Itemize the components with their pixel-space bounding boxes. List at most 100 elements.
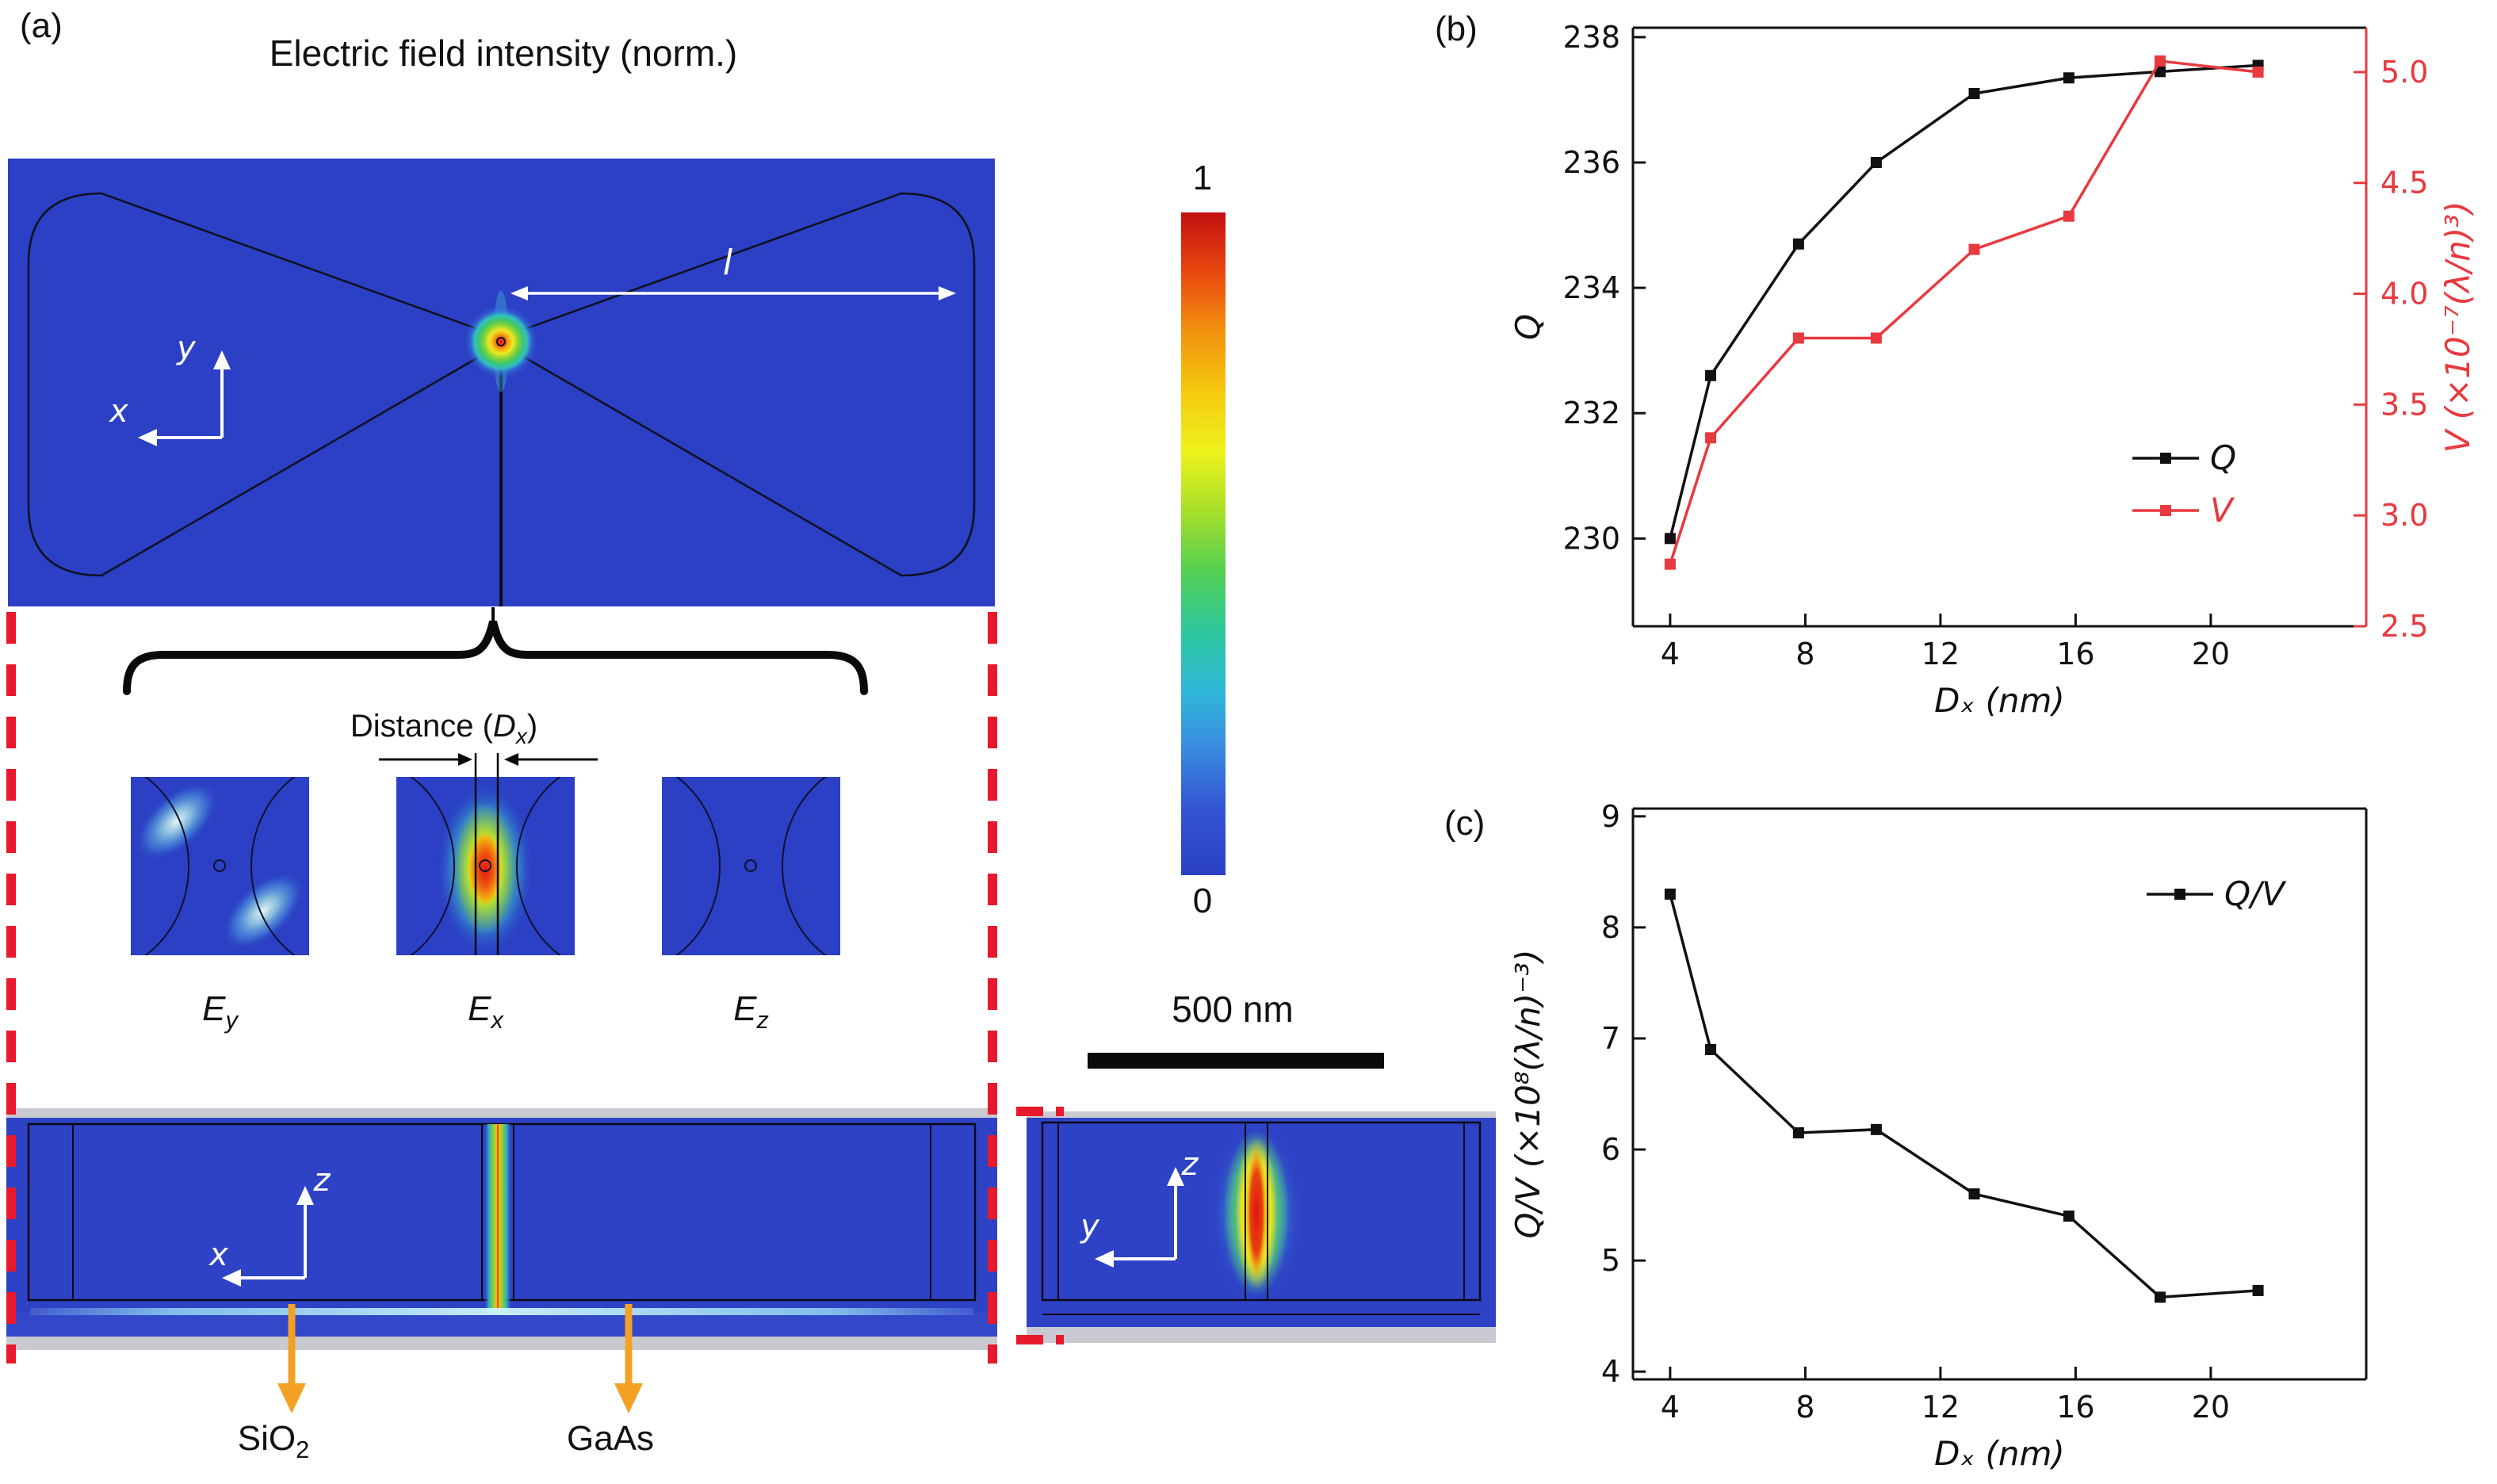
inset-ey-label: Ey [202, 989, 238, 1034]
gap-hole-outline [496, 337, 506, 346]
svg-text:Q/V (×10⁸(λ/n)⁻³): Q/V (×10⁸(λ/n)⁻³) [1509, 950, 1547, 1239]
sio2-label: SiO2 [237, 1419, 310, 1463]
x-axis-arrowhead-icon [138, 429, 157, 446]
arrowhead-right-icon [939, 286, 956, 300]
inset-ex-field [396, 777, 575, 955]
field-hotspot [463, 304, 539, 380]
dashed-guide-left [6, 612, 16, 1364]
arrowhead-left-icon [510, 286, 528, 300]
svg-text:5.0: 5.0 [2380, 55, 2428, 90]
dashed-guide-right [988, 612, 997, 1364]
scale-bar-label: 500 nm [1172, 989, 1294, 1030]
svg-text:Dₓ (nm): Dₓ (nm) [1934, 1434, 2065, 1473]
svg-text:2.5: 2.5 [2380, 609, 2428, 644]
chart-q-and-v-vs-dx: 4 8 12 16 20 230 232 234 236 238 2.5 3.0 3.5 4.0 4.5 5.… [1509, 20, 2477, 720]
gaas-label: GaAs [566, 1419, 655, 1458]
mode-core [1246, 1145, 1267, 1281]
scale-bar [1088, 1053, 1384, 1069]
svg-text:Q: Q [1509, 314, 1547, 340]
svg-text:236: 236 [1562, 145, 1620, 180]
y-axis-arrowhead-icon [1095, 1250, 1114, 1268]
gaas-arrow [614, 1304, 643, 1413]
svg-text:4: 4 [1661, 637, 1680, 671]
y-axis-arrowhead-icon [213, 350, 231, 369]
inset-ey-field [131, 777, 309, 955]
svg-text:8: 8 [1601, 910, 1620, 945]
colorbar-min-label: 0 [1192, 882, 1213, 920]
substrate-strip [1027, 1327, 1496, 1343]
zoom-brace [123, 607, 868, 695]
chart-q-over-v-vs-dx: 4 8 12 16 20 4 5 6 7 8 9 Dₓ (nm) Q/V (×10⁸(λ/n)⁻³) Q/… [1509, 799, 2368, 1473]
top-cladding-strip [6, 1108, 997, 1118]
brace-path [123, 620, 868, 695]
svg-text:232: 232 [1562, 396, 1620, 430]
inset-ex-label: Ex [468, 989, 503, 1034]
panel-a-label: (a) [20, 6, 63, 45]
ex-core-glow [468, 832, 502, 905]
distance-suffix: ) [526, 709, 538, 744]
sio2-arrow [277, 1304, 306, 1413]
svg-text:234: 234 [1562, 270, 1620, 305]
bowtie-outline-right [509, 192, 976, 577]
gaas-arrowhead-icon [614, 1383, 643, 1413]
svg-text:8: 8 [1795, 1390, 1814, 1425]
panel-b-label: (b) [1435, 10, 1478, 48]
colorbar [1181, 212, 1226, 875]
dash-link-top [1016, 1107, 1064, 1116]
dash-link-bottom [1016, 1335, 1064, 1344]
sio2-layer [6, 1313, 997, 1338]
bottom-substrate-strip [6, 1337, 997, 1350]
svg-text:Dₓ (nm): Dₓ (nm) [1934, 681, 2065, 720]
z-axis-label: z [1181, 1146, 1199, 1183]
svg-text:Q: Q [2210, 438, 2236, 477]
panel-c-label: (c) [1444, 804, 1486, 843]
y-axis-label: y [176, 330, 197, 366]
svg-text:16: 16 [2056, 1390, 2094, 1425]
inset-ez-field [662, 777, 840, 955]
ey-lobe-top-left [135, 782, 219, 861]
distance-symbol: D [492, 709, 516, 744]
x-axis-label: x [208, 1237, 228, 1273]
front-view-yz: z y [1027, 1111, 1496, 1343]
svg-text:4: 4 [1601, 1354, 1620, 1389]
x-axis-arrowhead-icon [222, 1269, 241, 1287]
side-view-xz: z x [6, 1108, 997, 1350]
dx-arrowhead-left-icon [504, 753, 518, 766]
svg-text:7: 7 [1601, 1021, 1620, 1056]
ey-lobe-bottom-right [221, 871, 305, 950]
distance-prefix: Distance ( [350, 709, 493, 744]
cavity-length-label: l [723, 243, 733, 283]
svg-text:3.0: 3.0 [2380, 498, 2428, 533]
svg-text:12: 12 [1922, 1390, 1960, 1425]
inset-ez-label: Ez [733, 989, 769, 1034]
svg-text:6: 6 [1601, 1132, 1620, 1167]
svg-text:238: 238 [1562, 20, 1620, 55]
z-axis-arrowhead-icon [296, 1186, 314, 1205]
svg-text:8: 8 [1795, 637, 1814, 671]
field-map-top-view: l y x [8, 159, 995, 606]
svg-text:Q/V: Q/V [2224, 874, 2287, 913]
distance-sub: x [515, 724, 527, 748]
svg-text:V: V [2210, 491, 2235, 530]
y-axis-label: y [1080, 1208, 1100, 1245]
sio2-arrowhead-icon [277, 1383, 306, 1413]
svg-text:V (×10⁻⁷(λ/n)³): V (×10⁻⁷(λ/n)³) [2438, 201, 2477, 453]
dx-marker-arrows [379, 753, 598, 955]
svg-text:20: 20 [2192, 637, 2230, 671]
svg-text:4.5: 4.5 [2380, 166, 2428, 201]
bowtie-outline-left [27, 192, 494, 577]
z-axis-label: z [313, 1162, 331, 1199]
svg-text:3.5: 3.5 [2380, 387, 2428, 422]
dx-arrowhead-right-icon [458, 753, 472, 766]
z-axis-arrowhead-icon [1167, 1167, 1184, 1186]
svg-text:230: 230 [1562, 521, 1620, 556]
svg-text:20: 20 [2192, 1390, 2230, 1425]
svg-text:16: 16 [2056, 637, 2094, 671]
svg-text:9: 9 [1601, 799, 1620, 834]
colorbar-max-label: 1 [1192, 159, 1213, 197]
svg-text:5: 5 [1601, 1243, 1620, 1278]
svg-text:4: 4 [1661, 1390, 1680, 1425]
svg-text:4.0: 4.0 [2380, 277, 2428, 312]
interface-glow-line [30, 1308, 973, 1315]
